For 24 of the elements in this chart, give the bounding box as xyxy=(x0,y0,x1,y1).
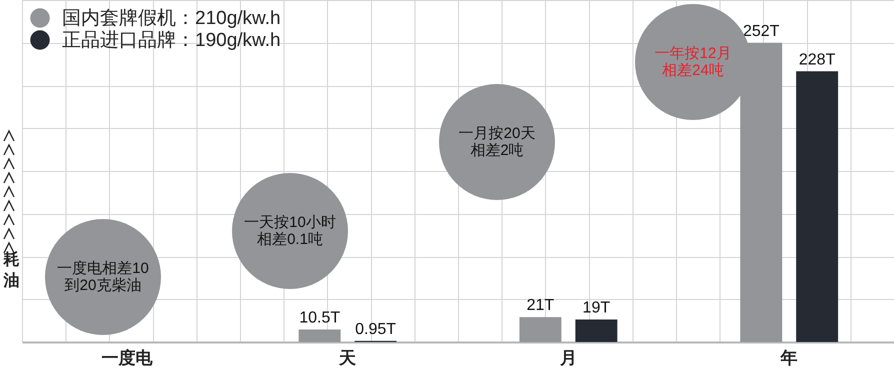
data-label: 21T xyxy=(526,297,554,314)
x-tick-label: 年 xyxy=(780,348,798,368)
legend-label: 国内套牌假机：210g/kw.h xyxy=(62,8,281,29)
x-tick-label: 一度电 xyxy=(101,348,154,368)
circle-badge: 一天按10小时相差0.1吨 xyxy=(232,173,348,289)
x-tick-label: 月 xyxy=(558,348,577,368)
bar xyxy=(298,330,341,342)
bar xyxy=(575,319,618,342)
annotation: 一天按10小时相差0.1吨 xyxy=(243,214,337,248)
y-axis-title: 耗油 xyxy=(2,250,20,290)
data-label: 252T xyxy=(742,22,780,40)
data-label: 0.95T xyxy=(355,320,396,338)
legend-label: 正品进口品牌：190g/kw.h xyxy=(62,30,281,51)
annotation: 一度电相差10到20克柴油 xyxy=(56,260,150,294)
data-label: 19T xyxy=(582,299,610,316)
annotation: 一月按20天相差2吨 xyxy=(458,125,536,159)
bar xyxy=(796,71,838,342)
circle-badge: 一度电相差10到20克柴油 xyxy=(45,219,161,335)
bar xyxy=(519,317,562,342)
circle-badge: 一月按20天相差2吨 xyxy=(439,84,555,200)
data-label: 10.5T xyxy=(299,310,340,327)
data-label: 228T xyxy=(798,51,836,68)
x-tick-label: 天 xyxy=(338,348,356,368)
annotation: 一年按12月相差24吨 xyxy=(654,45,732,79)
